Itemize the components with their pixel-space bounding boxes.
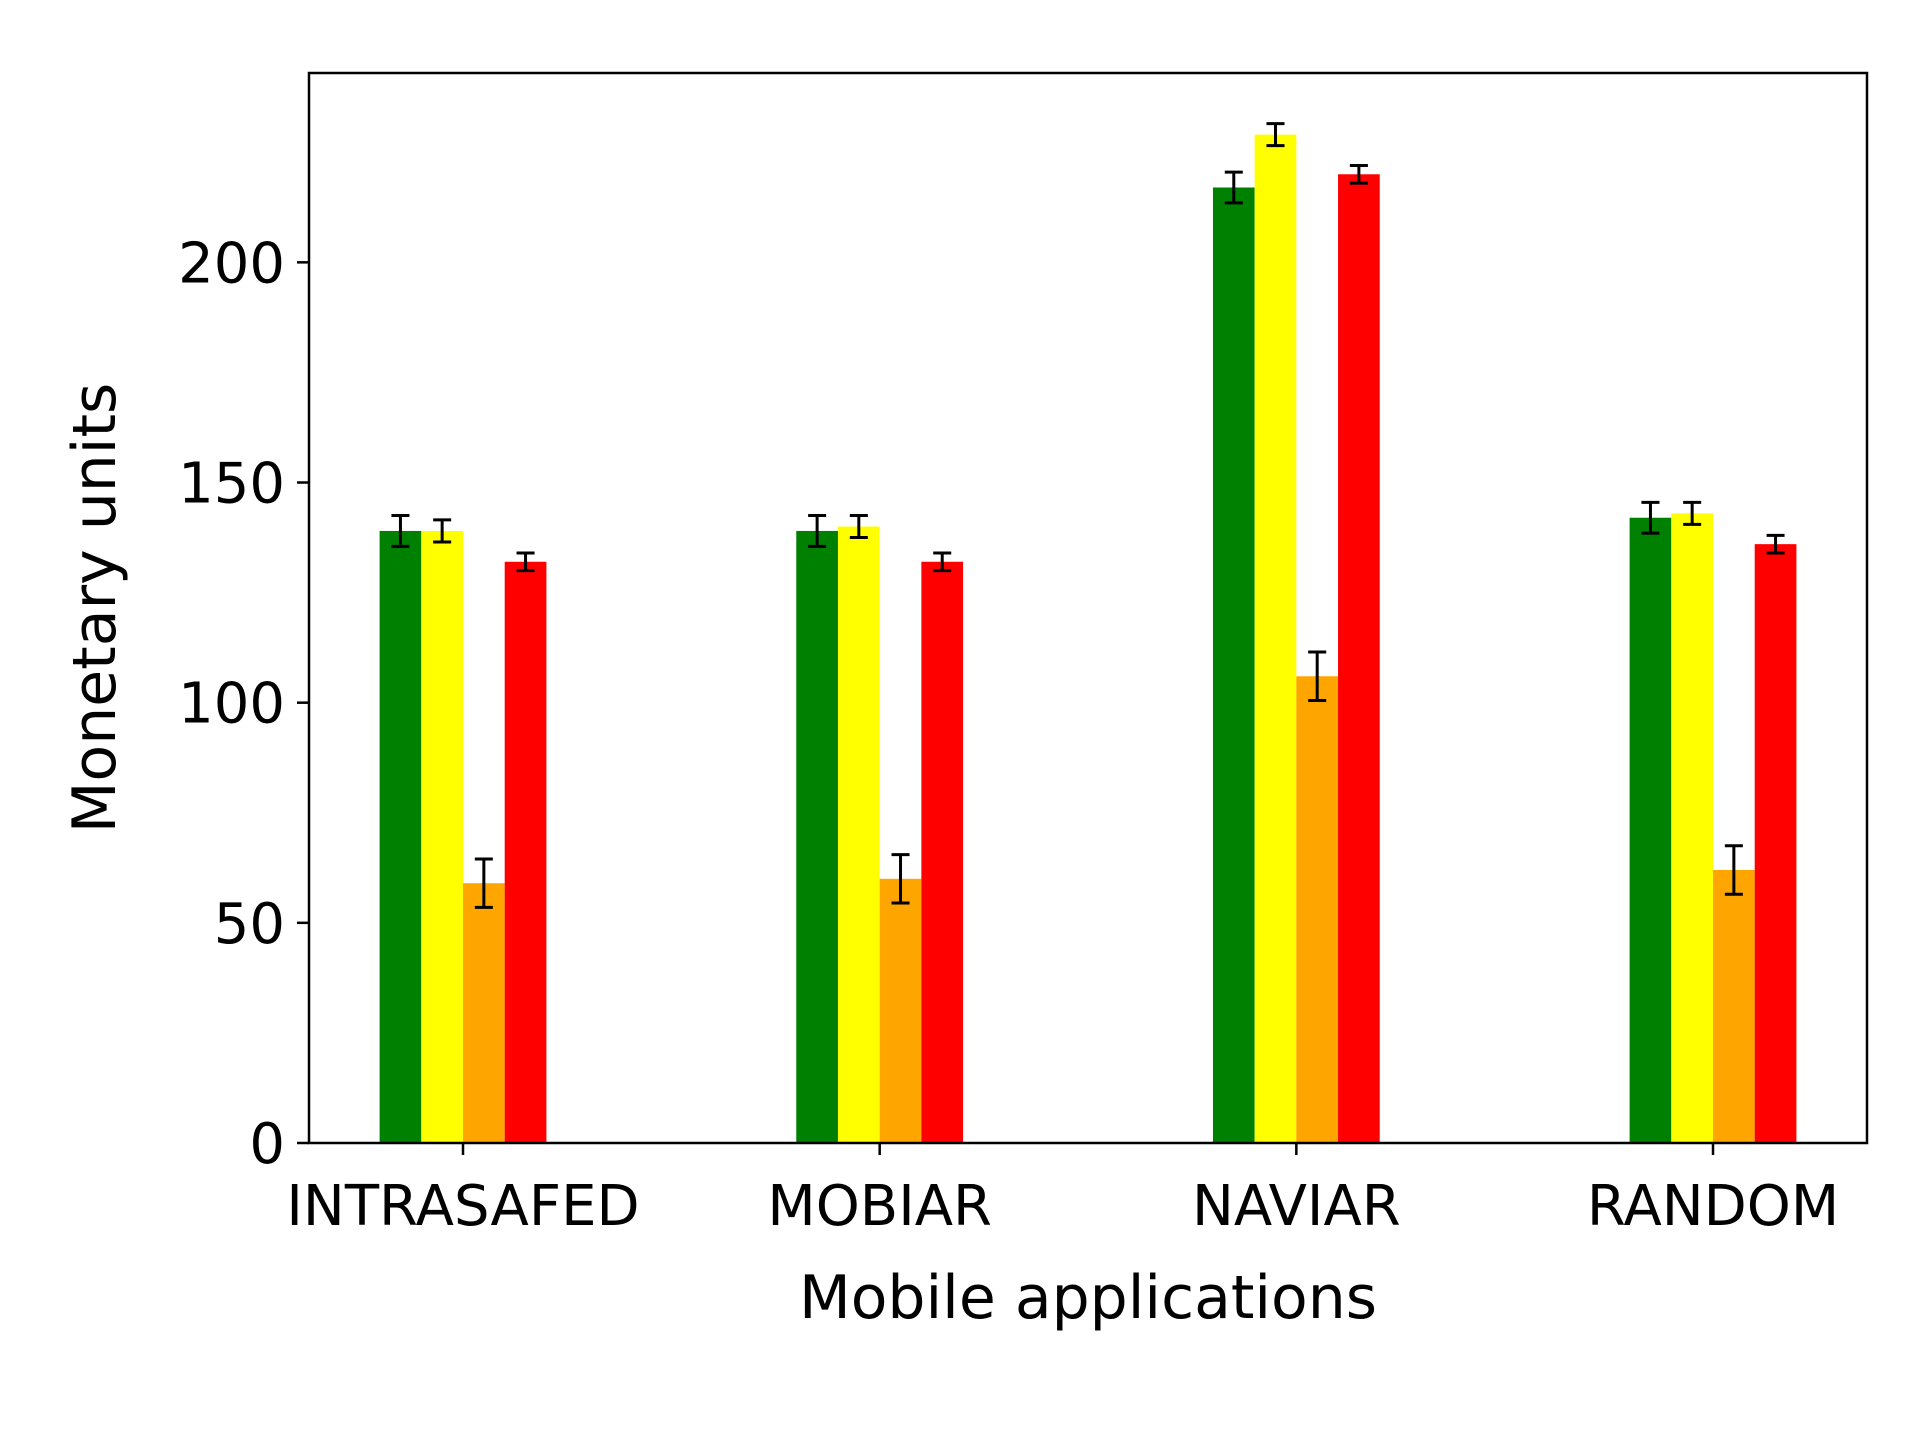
error-bar — [1724, 844, 1743, 896]
x-tick-label: MOBIAR — [767, 1174, 992, 1239]
bar — [1212, 187, 1255, 1143]
bar — [1713, 869, 1755, 1143]
error-bar — [1224, 170, 1243, 205]
y-axis-label: Monetary units — [60, 383, 130, 833]
error-bar — [1349, 163, 1368, 185]
bar — [879, 878, 922, 1143]
bar — [921, 561, 964, 1143]
error-bar-layer — [391, 122, 1785, 909]
error-bar — [1766, 533, 1785, 555]
y-tick-label: 50 — [214, 892, 285, 957]
plot-frame — [307, 71, 1869, 1145]
error-bar — [474, 857, 493, 909]
error-bar — [1683, 500, 1702, 526]
bar — [1671, 513, 1714, 1143]
bar — [1629, 517, 1672, 1143]
x-axis-label: Mobile applications — [799, 1263, 1377, 1333]
bar — [796, 530, 838, 1143]
bar — [379, 530, 422, 1143]
error-bar — [1641, 500, 1660, 535]
y-axis: 0 50 100 150 200 — [178, 231, 309, 1177]
error-bar — [849, 514, 868, 540]
x-tick-label: INTRASAFED — [286, 1174, 639, 1239]
error-bar — [516, 551, 535, 573]
x-axis: INTRASAFED MOBIAR NAVIAR RANDOM — [286, 1143, 1839, 1239]
y-tick-label: 100 — [178, 672, 285, 737]
error-bar — [1308, 650, 1327, 702]
error-bar — [433, 518, 452, 544]
error-bar — [1266, 122, 1285, 148]
error-bar — [808, 514, 827, 548]
bar — [1338, 174, 1380, 1143]
bar-layer — [379, 134, 1797, 1143]
x-tick-label: NAVIAR — [1192, 1174, 1401, 1239]
error-bar — [391, 514, 410, 548]
error-bar — [933, 551, 952, 573]
x-tick-label: RANDOM — [1587, 1174, 1839, 1239]
y-tick-label: 0 — [249, 1112, 285, 1177]
bar — [504, 561, 547, 1143]
bar — [421, 530, 463, 1143]
bar — [1254, 134, 1297, 1143]
bar — [1754, 544, 1797, 1143]
y-tick-label: 200 — [178, 231, 285, 296]
error-bar — [891, 853, 910, 905]
bar — [463, 883, 505, 1143]
bar — [1296, 676, 1339, 1143]
bar — [837, 526, 880, 1143]
y-tick-label: 150 — [178, 452, 285, 517]
